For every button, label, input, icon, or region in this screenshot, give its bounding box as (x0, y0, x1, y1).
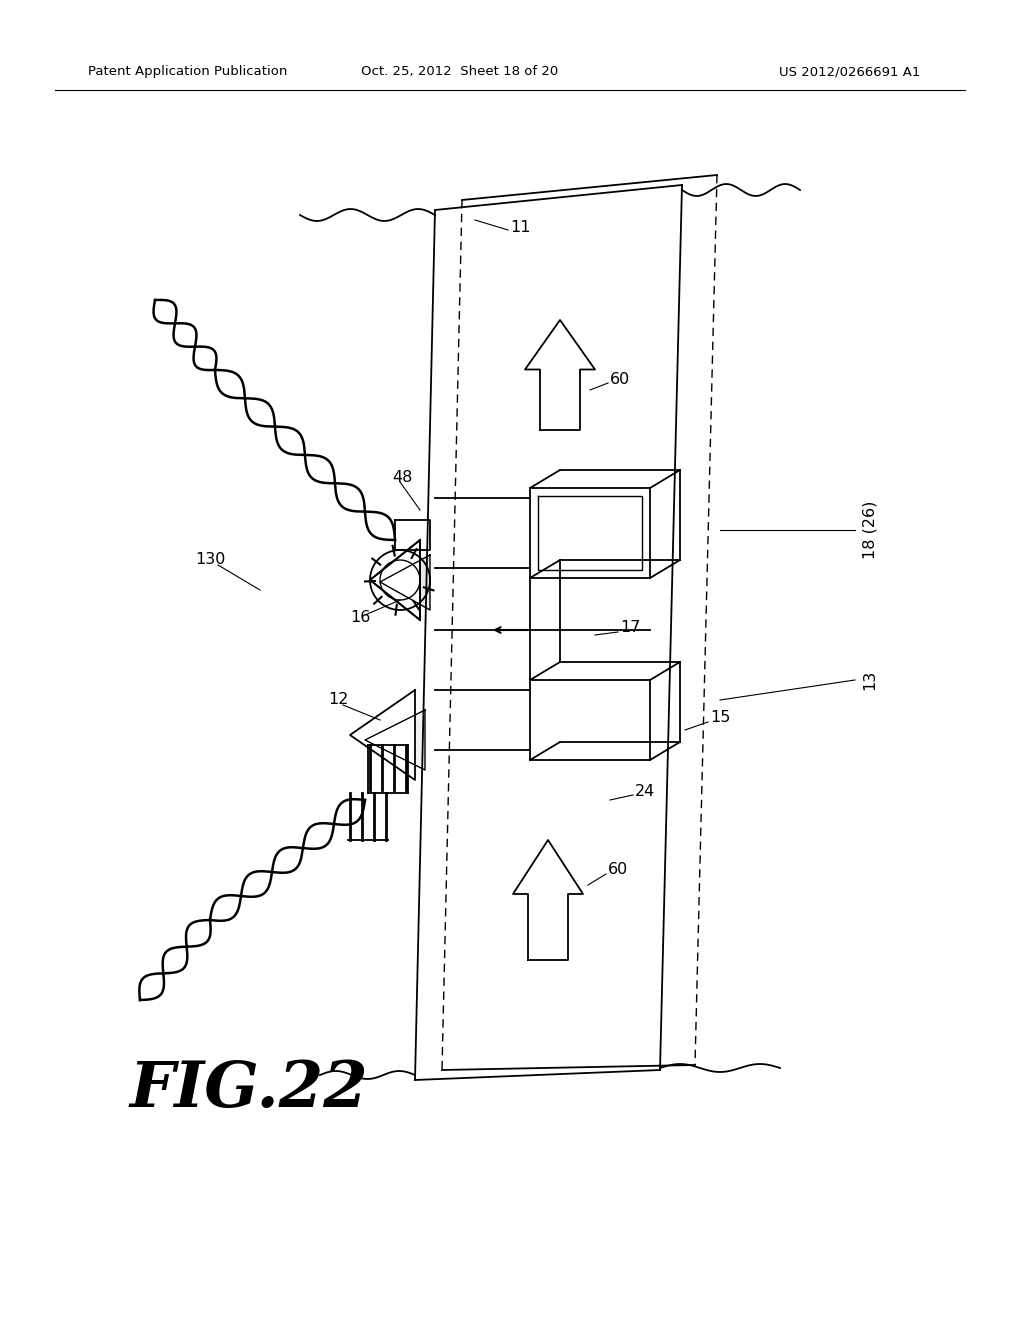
Text: 60: 60 (608, 862, 629, 878)
Polygon shape (380, 554, 430, 610)
Polygon shape (513, 840, 583, 960)
Polygon shape (525, 319, 595, 430)
Text: 11: 11 (510, 220, 530, 235)
Polygon shape (365, 710, 425, 770)
Text: FIG.22: FIG.22 (130, 1059, 369, 1121)
Text: 48: 48 (392, 470, 413, 486)
Text: 60: 60 (610, 372, 630, 388)
Text: 16: 16 (350, 610, 371, 626)
Text: Oct. 25, 2012  Sheet 18 of 20: Oct. 25, 2012 Sheet 18 of 20 (361, 66, 559, 78)
Text: 17: 17 (620, 620, 640, 635)
Polygon shape (350, 690, 415, 780)
Text: 24: 24 (635, 784, 655, 800)
Text: 130: 130 (195, 553, 225, 568)
Text: 15: 15 (710, 710, 730, 726)
Text: 12: 12 (328, 693, 348, 708)
Text: 13: 13 (862, 669, 878, 690)
Text: Patent Application Publication: Patent Application Publication (88, 66, 288, 78)
Text: US 2012/0266691 A1: US 2012/0266691 A1 (778, 66, 920, 78)
Text: 18 (26): 18 (26) (862, 500, 878, 560)
Polygon shape (370, 540, 420, 620)
